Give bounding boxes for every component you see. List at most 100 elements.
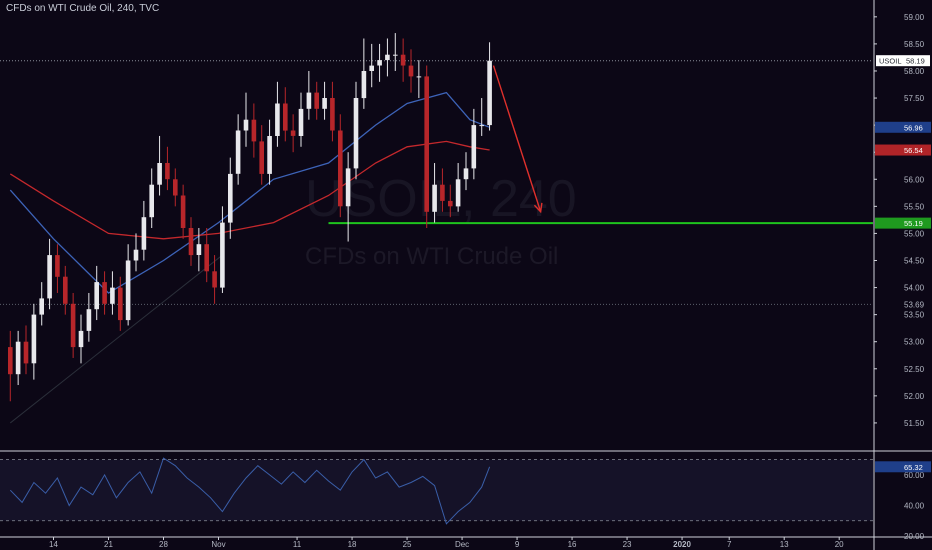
candle[interactable]	[31, 314, 37, 364]
rsi-last-value: 65.32	[904, 463, 923, 472]
y-tick-label: 57.50	[904, 94, 925, 103]
y-tick-label: 55.50	[904, 202, 925, 211]
candle[interactable]	[424, 76, 429, 212]
candle[interactable]	[55, 255, 60, 277]
ma-fast-value: 56.96	[904, 123, 923, 132]
candle[interactable]	[306, 92, 312, 109]
series-line-ma_slow[interactable]	[9, 140, 490, 240]
candle[interactable]	[251, 119, 257, 142]
x-tick-label: 7	[727, 540, 732, 549]
candle[interactable]	[298, 108, 304, 136]
ma-fast-badge	[875, 121, 931, 133]
candle[interactable]	[157, 163, 162, 185]
candle[interactable]	[408, 65, 414, 77]
forecast-arrow[interactable]	[492, 65, 542, 212]
last-price-symbol: USOIL	[879, 57, 902, 66]
candle[interactable]	[400, 54, 406, 66]
x-tick-label: 2020	[673, 540, 691, 549]
candle[interactable]	[165, 163, 170, 180]
y-tick-label: 53.00	[904, 338, 925, 347]
x-tick-label: Dec	[455, 540, 469, 549]
trendline[interactable]	[9, 254, 223, 424]
candle[interactable]	[228, 173, 233, 223]
candle[interactable]	[180, 195, 186, 229]
candle[interactable]	[149, 184, 154, 218]
candle[interactable]	[188, 228, 194, 256]
rsi-panel[interactable]	[0, 457, 873, 525]
candle[interactable]	[212, 271, 217, 288]
last-price-value: 58.19	[906, 57, 925, 66]
y-tick-label: 52.50	[904, 365, 925, 374]
candle[interactable]	[259, 141, 264, 174]
candle[interactable]	[102, 282, 107, 304]
candle[interactable]	[463, 168, 469, 180]
candle[interactable]	[94, 282, 99, 310]
candle[interactable]	[369, 65, 374, 71]
candle[interactable]	[220, 222, 225, 288]
candle[interactable]	[314, 92, 319, 109]
candle[interactable]	[385, 54, 390, 61]
candle[interactable]	[290, 130, 296, 136]
price-plot[interactable]	[0, 33, 873, 424]
candle[interactable]	[86, 309, 92, 331]
x-tick-label: 28	[159, 540, 168, 549]
candle[interactable]	[377, 60, 382, 66]
candle[interactable]	[267, 136, 272, 174]
candle[interactable]	[471, 125, 477, 169]
candle[interactable]	[125, 260, 131, 321]
candle[interactable]	[275, 103, 280, 137]
candle[interactable]	[322, 98, 327, 109]
y-tick-label: 58.00	[904, 67, 925, 76]
candle[interactable]	[416, 76, 422, 78]
candle[interactable]	[361, 71, 367, 99]
candle[interactable]	[63, 276, 68, 304]
candle[interactable]	[487, 60, 492, 126]
x-tick-label: 16	[568, 540, 577, 549]
series-line-ma_fast[interactable]	[9, 91, 490, 294]
candle[interactable]	[173, 179, 178, 196]
candle[interactable]	[78, 330, 84, 348]
y-tick-label: 53.50	[904, 311, 925, 320]
candle[interactable]	[110, 287, 115, 304]
candle[interactable]	[330, 98, 335, 131]
candle[interactable]	[283, 103, 288, 131]
candle[interactable]	[345, 168, 351, 207]
candle[interactable]	[235, 130, 241, 174]
y-tick-label: 54.50	[904, 256, 925, 265]
ma-slow-badge	[875, 144, 931, 156]
candle[interactable]	[118, 287, 123, 321]
candle[interactable]	[15, 341, 21, 375]
level-value: 53.69	[904, 300, 925, 309]
candle[interactable]	[47, 255, 52, 299]
candle[interactable]	[479, 125, 484, 127]
x-tick-label: 9	[515, 540, 520, 549]
y-tick-label: 59.00	[904, 13, 925, 22]
x-tick-label: 11	[293, 540, 302, 549]
candle[interactable]	[448, 200, 453, 207]
candle[interactable]	[8, 347, 13, 375]
support-badge	[875, 217, 931, 229]
candle[interactable]	[432, 184, 437, 212]
rsi-tick-label: 60.00	[904, 471, 925, 480]
candle[interactable]	[455, 179, 461, 207]
candle[interactable]	[39, 298, 44, 315]
x-tick-label: 25	[403, 540, 412, 549]
x-tick-label: 21	[104, 540, 113, 549]
candle[interactable]	[353, 98, 359, 169]
candle[interactable]	[440, 184, 445, 201]
candle[interactable]	[338, 130, 343, 207]
candle[interactable]	[204, 244, 209, 272]
y-tick-label: 55.00	[904, 229, 925, 238]
candle[interactable]	[70, 303, 76, 348]
candle[interactable]	[23, 341, 29, 364]
candle[interactable]	[393, 54, 398, 56]
candle[interactable]	[243, 119, 249, 131]
series-line-rsi[interactable]	[9, 457, 491, 525]
candle[interactable]	[196, 244, 202, 255]
x-tick-label: 14	[49, 540, 58, 549]
candle[interactable]	[133, 249, 139, 261]
candle[interactable]	[141, 217, 147, 250]
